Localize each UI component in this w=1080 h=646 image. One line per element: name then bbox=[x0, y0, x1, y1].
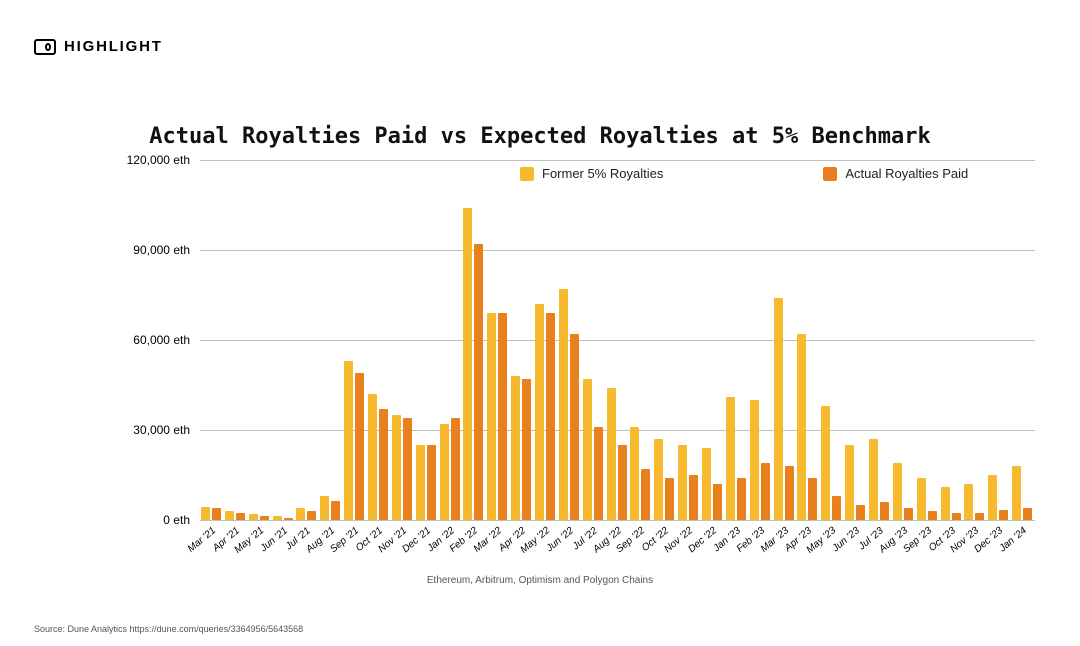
bar-former bbox=[225, 511, 234, 520]
brand-text: HIGHLIGHT bbox=[64, 38, 163, 55]
bar-former bbox=[201, 507, 210, 521]
bar-former bbox=[678, 445, 687, 520]
bar-actual bbox=[785, 466, 794, 520]
bar-actual bbox=[284, 518, 293, 520]
bar-actual bbox=[355, 373, 364, 520]
bar-actual bbox=[570, 334, 579, 520]
bar-former bbox=[559, 289, 568, 520]
bar-former bbox=[440, 424, 449, 520]
bar-former bbox=[702, 448, 711, 520]
bar-actual bbox=[474, 244, 483, 520]
bar-actual bbox=[1023, 508, 1032, 520]
brand-logo: HIGHLIGHT bbox=[34, 38, 163, 55]
bar-former bbox=[774, 298, 783, 520]
bar-actual bbox=[737, 478, 746, 520]
bar-former bbox=[416, 445, 425, 520]
bar-actual bbox=[856, 505, 865, 520]
bar-former bbox=[654, 439, 663, 520]
bar-former bbox=[750, 400, 759, 520]
bar-actual bbox=[952, 513, 961, 521]
bar-former bbox=[917, 478, 926, 520]
bar-former bbox=[797, 334, 806, 520]
bar-actual bbox=[641, 469, 650, 520]
bar-former bbox=[726, 397, 735, 520]
bar-former bbox=[273, 516, 282, 520]
bar-former bbox=[249, 514, 258, 520]
bar-actual bbox=[427, 445, 436, 520]
bar-actual bbox=[665, 478, 674, 520]
bar-actual bbox=[594, 427, 603, 520]
bar-former bbox=[368, 394, 377, 520]
bar-actual bbox=[618, 445, 627, 520]
bar-actual bbox=[451, 418, 460, 520]
chart-title: Actual Royalties Paid vs Expected Royalt… bbox=[0, 124, 1080, 149]
bar-former bbox=[607, 388, 616, 520]
y-axis-label: 120,000 eth bbox=[127, 153, 190, 167]
highlight-icon bbox=[34, 39, 56, 55]
y-axis-label: 0 eth bbox=[163, 513, 190, 527]
bar-actual bbox=[880, 502, 889, 520]
bar-actual bbox=[904, 508, 913, 520]
chart-subtitle: Ethereum, Arbitrum, Optimism and Polygon… bbox=[0, 575, 1080, 586]
bar-former bbox=[988, 475, 997, 520]
bar-former bbox=[535, 304, 544, 520]
chart-plot-area: 0 eth30,000 eth60,000 eth90,000 eth120,0… bbox=[200, 160, 1035, 520]
chart-source: Source: Dune Analytics https://dune.com/… bbox=[34, 624, 303, 634]
bar-former bbox=[296, 508, 305, 520]
bar-actual bbox=[999, 510, 1008, 521]
bar-actual bbox=[928, 511, 937, 520]
bar-former bbox=[845, 445, 854, 520]
bar-former bbox=[964, 484, 973, 520]
bar-actual bbox=[975, 513, 984, 521]
bar-former bbox=[487, 313, 496, 520]
y-axis-label: 60,000 eth bbox=[133, 333, 190, 347]
bar-former bbox=[511, 376, 520, 520]
bar-actual bbox=[379, 409, 388, 520]
bar-former bbox=[869, 439, 878, 520]
bar-former bbox=[392, 415, 401, 520]
bar-actual bbox=[307, 511, 316, 520]
bar-former bbox=[630, 427, 639, 520]
bar-former bbox=[583, 379, 592, 520]
bar-actual bbox=[212, 508, 221, 520]
bar-former bbox=[893, 463, 902, 520]
bar-former bbox=[821, 406, 830, 520]
bar-actual bbox=[713, 484, 722, 520]
gridline bbox=[200, 520, 1035, 521]
bar-former bbox=[463, 208, 472, 520]
y-axis-label: 30,000 eth bbox=[133, 423, 190, 437]
bar-actual bbox=[236, 513, 245, 521]
bar-actual bbox=[546, 313, 555, 520]
chart-x-labels: Mar '21Apr '21May '21Jun '21Jul '21Aug '… bbox=[200, 522, 1035, 562]
bar-actual bbox=[331, 501, 340, 521]
bar-actual bbox=[832, 496, 841, 520]
bar-actual bbox=[522, 379, 531, 520]
bar-actual bbox=[808, 478, 817, 520]
y-axis-label: 90,000 eth bbox=[133, 243, 190, 257]
bar-actual bbox=[761, 463, 770, 520]
bar-actual bbox=[689, 475, 698, 520]
bar-former bbox=[320, 496, 329, 520]
bar-actual bbox=[260, 516, 269, 521]
bar-former bbox=[1012, 466, 1021, 520]
bar-actual bbox=[403, 418, 412, 520]
bar-former bbox=[344, 361, 353, 520]
x-axis-label: Mar '21 bbox=[186, 525, 218, 555]
bar-former bbox=[941, 487, 950, 520]
bar-actual bbox=[498, 313, 507, 520]
